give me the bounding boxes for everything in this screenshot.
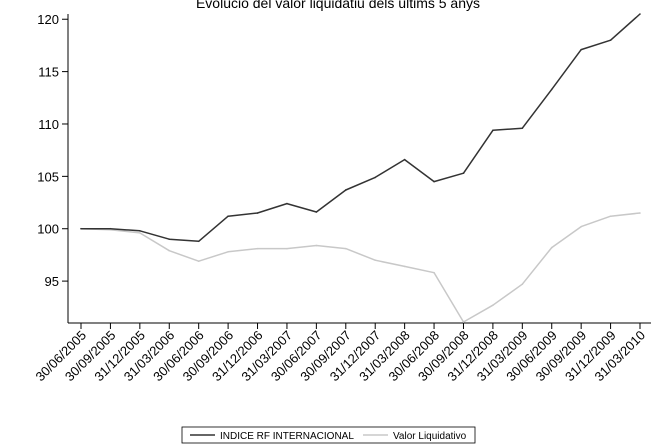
data-point: [374, 259, 377, 261]
data-point: [521, 127, 524, 129]
y-tick-label: 100: [37, 222, 59, 237]
data-point: [639, 13, 641, 15]
legend-label: INDICE RF INTERNACIONAL: [220, 431, 354, 442]
data-point: [139, 232, 141, 234]
data-point: [550, 88, 553, 91]
series-line: [81, 13, 641, 243]
data-point: [492, 304, 494, 306]
data-point: [403, 158, 406, 161]
data-point: [639, 212, 641, 214]
series-layer: [80, 13, 641, 323]
data-point: [315, 211, 318, 213]
data-point: [374, 176, 377, 179]
series-line: [80, 212, 641, 323]
axes: 9510010511011512030/06/200530/09/200531/…: [32, 12, 651, 384]
legend-box: [181, 426, 476, 444]
y-tick-label: 95: [45, 274, 59, 289]
data-point: [227, 215, 229, 217]
data-point: [227, 250, 229, 253]
data-point: [197, 260, 200, 263]
data-point: [197, 240, 200, 243]
data-point: [344, 189, 347, 191]
data-point: [315, 244, 318, 247]
y-tick-label: 115: [38, 65, 59, 80]
data-point: [462, 172, 465, 175]
legend-label: Valor Liquidativo: [393, 431, 467, 442]
data-point: [521, 283, 524, 286]
data-point: [80, 227, 82, 230]
data-point: [550, 246, 553, 249]
data-point: [286, 247, 288, 250]
data-point: [462, 321, 465, 323]
y-tick-label: 105: [37, 169, 59, 184]
data-point: [580, 225, 582, 228]
chart-title: Evolució del valor liquidatiu dels últim…: [196, 0, 480, 11]
data-point: [256, 212, 259, 214]
data-point: [580, 48, 582, 51]
data-point: [433, 180, 435, 183]
data-point: [109, 227, 112, 230]
data-point: [168, 238, 171, 241]
data-point: [168, 249, 171, 252]
data-point: [286, 202, 288, 205]
y-tick-label: 120: [37, 12, 59, 27]
data-point: [256, 247, 259, 250]
data-point: [609, 39, 612, 41]
data-point: [403, 265, 406, 268]
legend: INDICE RF INTERNACIONAL Valor Liquidativo: [181, 426, 476, 444]
data-point: [609, 215, 612, 217]
data-point: [492, 129, 494, 132]
data-point: [139, 230, 141, 232]
data-point: [433, 271, 435, 274]
data-point: [344, 247, 347, 250]
y-tick-label: 110: [38, 117, 59, 132]
